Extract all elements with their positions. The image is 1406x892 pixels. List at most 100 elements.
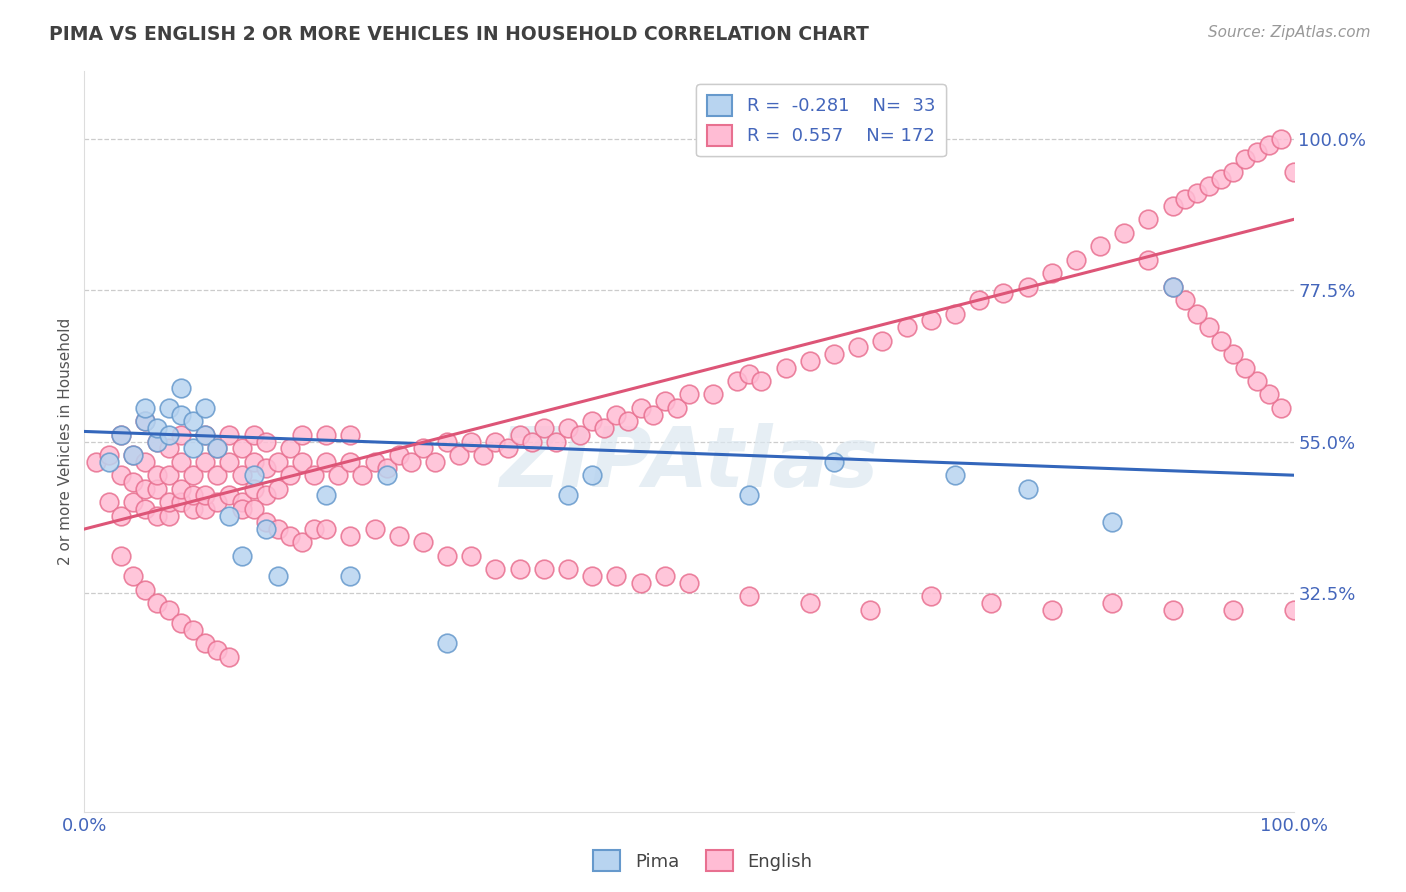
Point <box>146 596 169 610</box>
Point <box>157 495 180 509</box>
Point <box>436 434 458 449</box>
Point <box>1258 138 1281 153</box>
Point <box>896 320 918 334</box>
Point <box>775 360 797 375</box>
Point <box>1282 165 1305 179</box>
Point <box>375 461 398 475</box>
Point <box>967 293 990 308</box>
Point <box>943 307 966 321</box>
Point <box>1270 401 1292 415</box>
Point <box>291 427 314 442</box>
Point <box>436 636 458 650</box>
Point <box>267 482 290 496</box>
Point <box>544 434 567 449</box>
Point <box>315 427 337 442</box>
Point <box>388 448 411 462</box>
Point <box>218 427 240 442</box>
Point <box>291 455 314 469</box>
Point <box>593 421 616 435</box>
Point <box>231 468 253 483</box>
Point <box>146 434 169 449</box>
Point <box>170 408 193 422</box>
Point <box>630 401 652 415</box>
Point <box>110 468 132 483</box>
Point <box>641 408 664 422</box>
Point <box>254 522 277 536</box>
Point <box>231 442 253 456</box>
Point <box>423 455 446 469</box>
Point <box>412 535 434 549</box>
Point <box>339 569 361 583</box>
Point <box>170 455 193 469</box>
Point <box>1246 145 1268 160</box>
Point <box>581 468 603 483</box>
Point <box>1088 239 1111 253</box>
Point <box>509 427 531 442</box>
Point <box>460 434 482 449</box>
Point <box>1161 603 1184 617</box>
Point <box>315 522 337 536</box>
Point <box>1198 320 1220 334</box>
Point <box>654 394 676 409</box>
Point <box>363 455 385 469</box>
Point <box>157 442 180 456</box>
Point <box>194 501 217 516</box>
Point <box>170 381 193 395</box>
Point <box>181 488 204 502</box>
Point <box>1137 252 1160 267</box>
Point <box>146 468 169 483</box>
Point <box>1017 279 1039 293</box>
Point <box>581 414 603 428</box>
Point <box>799 596 821 610</box>
Point <box>1101 596 1123 610</box>
Text: PIMA VS ENGLISH 2 OR MORE VEHICLES IN HOUSEHOLD CORRELATION CHART: PIMA VS ENGLISH 2 OR MORE VEHICLES IN HO… <box>49 25 869 44</box>
Point <box>110 427 132 442</box>
Point <box>943 468 966 483</box>
Point <box>315 455 337 469</box>
Point <box>207 442 229 456</box>
Point <box>339 455 361 469</box>
Point <box>242 455 264 469</box>
Point <box>1198 178 1220 193</box>
Point <box>157 508 180 523</box>
Point <box>121 448 143 462</box>
Point <box>97 455 120 469</box>
Point <box>605 408 627 422</box>
Point <box>920 313 942 327</box>
Point <box>605 569 627 583</box>
Point <box>231 501 253 516</box>
Legend: Pima, English: Pima, English <box>586 843 820 879</box>
Point <box>170 482 193 496</box>
Point <box>1234 360 1257 375</box>
Point <box>242 501 264 516</box>
Point <box>472 448 495 462</box>
Point <box>121 475 143 489</box>
Point <box>557 488 579 502</box>
Point <box>194 455 217 469</box>
Point <box>1234 152 1257 166</box>
Point <box>823 347 845 361</box>
Point <box>218 488 240 502</box>
Point <box>134 482 156 496</box>
Point <box>242 427 264 442</box>
Point <box>194 427 217 442</box>
Point <box>980 596 1002 610</box>
Point <box>1114 226 1136 240</box>
Point <box>302 522 325 536</box>
Point <box>278 468 301 483</box>
Point <box>134 455 156 469</box>
Point <box>231 549 253 563</box>
Point <box>194 488 217 502</box>
Point <box>1185 307 1208 321</box>
Point <box>1222 165 1244 179</box>
Point <box>194 427 217 442</box>
Point <box>254 434 277 449</box>
Point <box>181 501 204 516</box>
Point <box>1174 192 1197 206</box>
Point <box>121 495 143 509</box>
Point <box>375 468 398 483</box>
Point <box>157 603 180 617</box>
Point <box>146 508 169 523</box>
Point <box>1040 603 1063 617</box>
Point <box>267 569 290 583</box>
